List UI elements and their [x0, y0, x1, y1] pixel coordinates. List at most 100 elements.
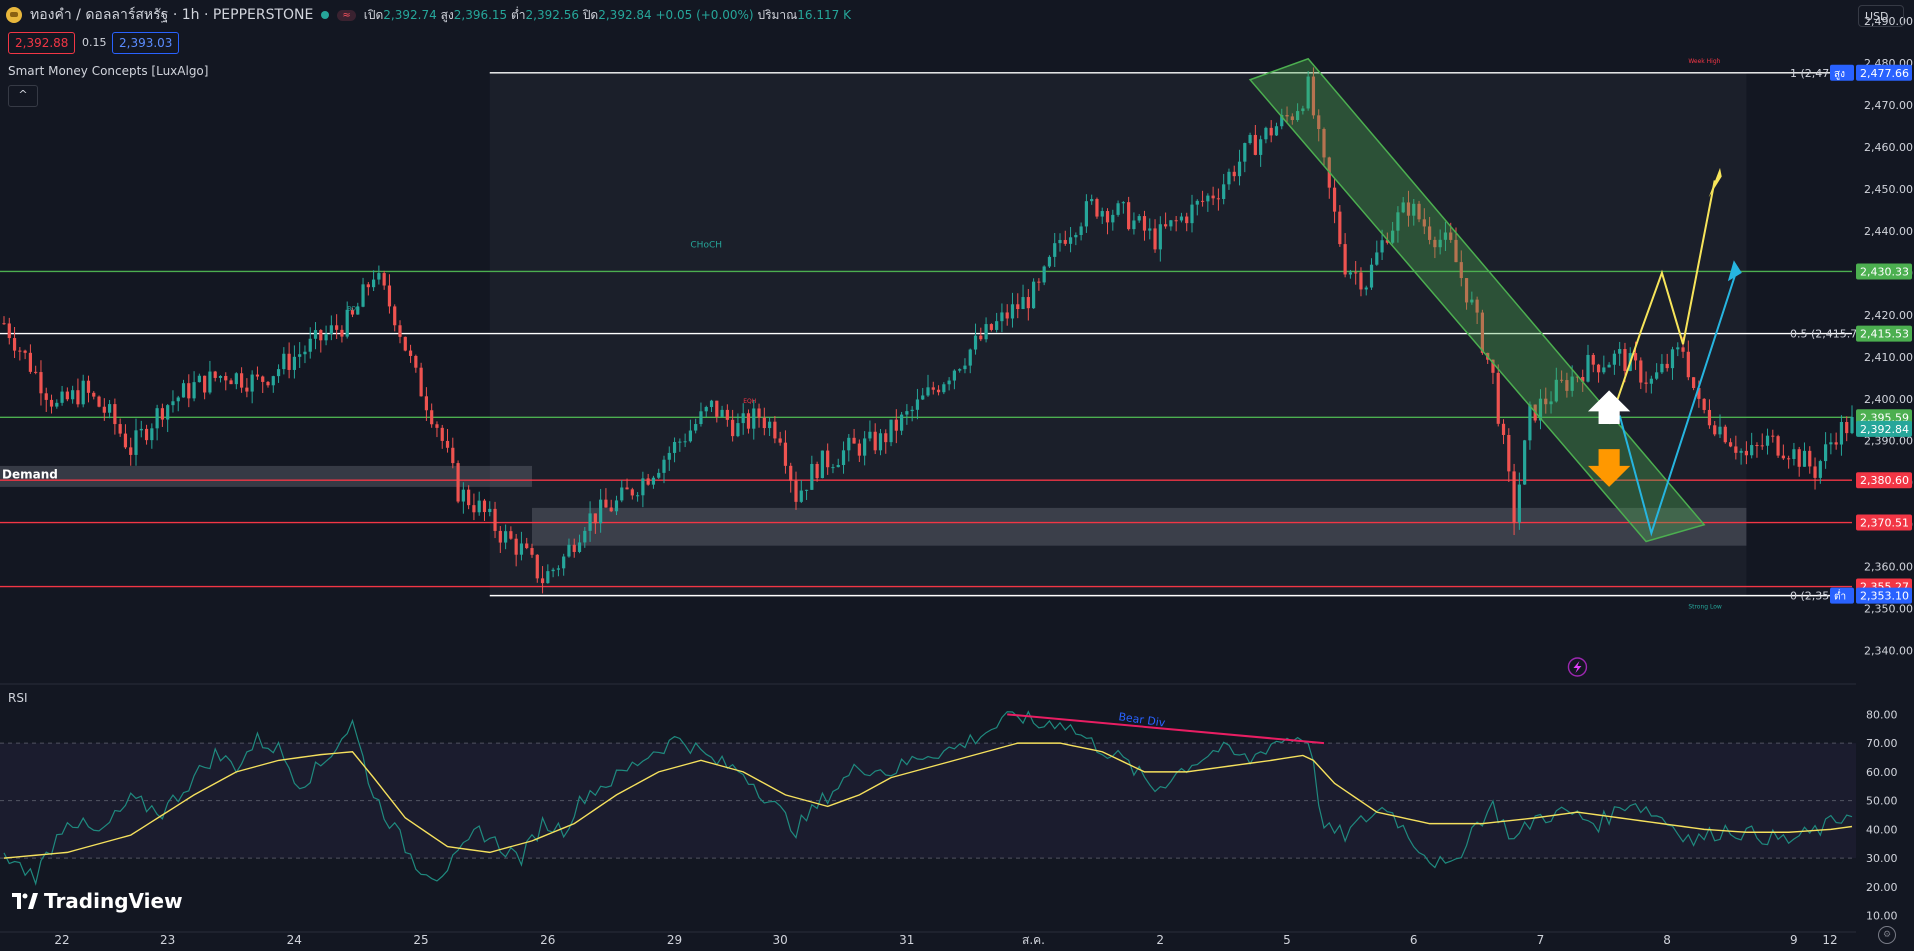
candle-body	[1813, 466, 1817, 478]
candle-body	[1264, 127, 1268, 140]
settings-gear-icon[interactable]: ⚙	[1878, 926, 1896, 944]
candle-body	[28, 352, 32, 372]
projection-yellow-arrowhead	[1708, 167, 1722, 198]
candle-body	[1375, 252, 1379, 265]
indicator-title[interactable]: Smart Money Concepts [LuxAlgo]	[8, 64, 209, 78]
close-value: 2,392.84 +0.05 (+0.00%)	[598, 7, 754, 22]
candle-body	[1554, 379, 1558, 402]
candle-body	[768, 421, 772, 429]
tradingview-logo[interactable]: TradingView	[12, 889, 183, 913]
candle-body	[799, 490, 803, 502]
fib-label-0: 1 (2,47	[1790, 67, 1829, 80]
candle-body	[1016, 304, 1020, 310]
candle-body	[18, 350, 22, 352]
candle-body	[778, 438, 782, 443]
ohlc-readout: เปิด2,392.74 สูง2,396.15 ต่ำ2,392.56 ปิด…	[364, 6, 851, 25]
price-tick: 2,390.00	[1864, 435, 1913, 448]
rsi-tick: 60.00	[1866, 766, 1898, 779]
candle-body	[250, 374, 254, 392]
candle-body	[815, 463, 819, 479]
candle-body	[1105, 211, 1110, 223]
time-tick: 2	[1156, 933, 1164, 947]
buy-price-button[interactable]: 2,393.03	[112, 32, 180, 54]
side-label-bg	[1830, 587, 1854, 604]
candle-body	[952, 370, 956, 381]
rsi-tick: 10.00	[1866, 910, 1898, 923]
candle-body	[1802, 450, 1807, 467]
candle-body	[1765, 435, 1770, 446]
candle-body	[1306, 76, 1310, 109]
high-value: 2,396.15	[453, 7, 508, 22]
candle-body	[350, 309, 355, 315]
open-value: 2,392.74	[383, 7, 437, 22]
candle-body	[1200, 200, 1205, 202]
price-tick: 2,450.00	[1864, 183, 1913, 196]
candle-body	[292, 356, 296, 370]
candle-body	[1644, 382, 1648, 384]
candle-body	[23, 350, 27, 353]
candle-body	[1079, 226, 1083, 235]
candle-body	[1280, 115, 1284, 127]
candle-body	[113, 404, 117, 425]
candle-body	[620, 487, 624, 501]
volume-label: ปริมาณ	[757, 7, 798, 22]
candle-body	[361, 284, 365, 307]
candle-body	[984, 324, 988, 340]
candle-body	[44, 393, 48, 400]
replay-badge[interactable]: ≈	[337, 9, 356, 21]
candle-body	[794, 480, 798, 502]
candle-body	[942, 384, 946, 393]
candle-body	[467, 489, 471, 506]
candle-body	[1338, 211, 1342, 245]
time-tick: 12	[1822, 933, 1837, 947]
candle-body	[741, 413, 745, 424]
rsi-tick: 40.00	[1866, 823, 1898, 836]
candle-body	[445, 440, 450, 448]
candle-body	[1401, 202, 1405, 213]
sell-price-button[interactable]: 2,392.88	[8, 32, 76, 54]
currency-selector[interactable]: USD	[1858, 5, 1904, 27]
candle-body	[1575, 376, 1580, 378]
candle-body	[1317, 115, 1321, 130]
candle-body	[1195, 200, 1199, 205]
candle-body	[1517, 484, 1521, 523]
candle-body	[1839, 422, 1844, 445]
candle-body	[1396, 212, 1400, 231]
candle-body	[1164, 224, 1168, 227]
symbol-title[interactable]: ทองคำ / ดอลลาร์สหรัฐ · 1h · PEPPERSTONE	[30, 7, 314, 23]
candle-body	[1670, 349, 1675, 369]
rsi-line	[3, 710, 1853, 886]
candle-body	[60, 391, 64, 403]
candle-body	[160, 408, 164, 420]
candle-body	[905, 411, 909, 415]
candle-body	[393, 306, 397, 326]
candle-body	[1829, 442, 1833, 445]
candle-body	[1058, 239, 1062, 244]
candle-body	[1010, 304, 1015, 319]
price-label: 2,415.53	[1860, 328, 1909, 341]
symbol-header: ทองคำ / ดอลลาร์สหรัฐ · 1h · PEPPERSTONE …	[6, 6, 851, 24]
time-tick: 7	[1537, 933, 1545, 947]
candle-body	[1364, 287, 1368, 290]
candle-body	[187, 383, 191, 399]
candle-body	[1190, 204, 1194, 224]
price-tick: 2,470.00	[1864, 99, 1913, 112]
candle-body	[731, 419, 735, 437]
candle-body	[1148, 228, 1152, 231]
candle-body	[276, 369, 281, 377]
rsi-pane-title[interactable]: RSI	[8, 691, 28, 705]
candle-body	[71, 390, 75, 400]
candle-body	[1332, 187, 1337, 212]
candle-body	[1797, 449, 1801, 467]
candle-body	[504, 531, 508, 543]
candle-body	[884, 433, 888, 443]
candle-body	[863, 438, 867, 456]
candle-body	[678, 441, 682, 443]
collapse-indicator-button[interactable]: ^	[8, 85, 38, 107]
side-label-bg	[1830, 64, 1854, 81]
price-tick: 2,340.00	[1864, 645, 1913, 658]
candle-body	[958, 369, 962, 371]
candle-body	[356, 306, 360, 315]
candle-body	[1053, 243, 1057, 257]
